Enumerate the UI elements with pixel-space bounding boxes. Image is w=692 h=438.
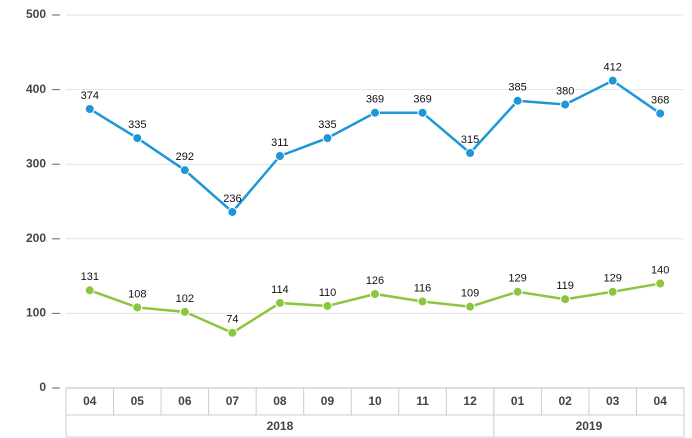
x-tick-label: 10 <box>368 394 382 408</box>
data-label: 102 <box>176 293 194 305</box>
data-label: 108 <box>128 288 146 300</box>
data-point <box>179 306 190 317</box>
data-point <box>322 133 333 144</box>
data-point <box>274 150 285 161</box>
data-label: 315 <box>461 134 479 146</box>
x-tick-label: 03 <box>606 394 620 408</box>
data-point <box>370 289 380 300</box>
group-label: 2018 <box>267 419 294 433</box>
data-point <box>607 286 618 297</box>
data-label: 74 <box>226 314 238 326</box>
y-tick-label: 400 <box>26 82 46 96</box>
x-tick-label: 09 <box>321 394 335 408</box>
data-point <box>132 133 143 144</box>
data-point <box>132 302 143 313</box>
x-tick-label: 05 <box>131 394 145 408</box>
data-point <box>512 286 523 297</box>
x-tick-label: 02 <box>558 394 572 408</box>
data-point <box>227 327 238 338</box>
data-point <box>417 296 428 307</box>
data-label: 114 <box>271 284 289 296</box>
data-point <box>84 103 95 114</box>
data-label: 126 <box>366 275 384 287</box>
data-label: 412 <box>604 62 622 74</box>
data-point <box>512 95 523 106</box>
y-tick-label: 300 <box>26 156 46 170</box>
y-tick-label: 100 <box>26 306 46 320</box>
group-label: 2019 <box>576 419 603 433</box>
y-tick-label: 0 <box>39 380 46 394</box>
data-label: 385 <box>508 82 526 94</box>
data-label: 129 <box>604 273 622 285</box>
data-point <box>370 107 380 118</box>
data-label: 311 <box>271 137 289 149</box>
data-label: 335 <box>318 119 336 131</box>
x-tick-label: 01 <box>511 394 525 408</box>
data-point <box>179 165 190 176</box>
x-tick-label: 12 <box>463 394 477 408</box>
data-label: 369 <box>413 94 431 106</box>
data-label: 109 <box>461 288 479 300</box>
data-point <box>607 75 618 86</box>
data-point <box>560 294 571 305</box>
x-tick-label: 06 <box>178 394 192 408</box>
data-point <box>274 297 285 308</box>
data-point <box>322 300 333 311</box>
data-label: 380 <box>556 85 574 97</box>
data-label: 119 <box>556 280 574 292</box>
data-point <box>655 108 666 119</box>
data-label: 116 <box>414 282 432 294</box>
data-point <box>465 148 476 159</box>
data-label: 335 <box>128 119 146 131</box>
x-tick-label: 11 <box>416 394 429 408</box>
data-point <box>84 285 95 296</box>
x-tick-label: 04 <box>654 394 668 408</box>
x-tick-label: 08 <box>273 394 287 408</box>
data-label: 369 <box>366 94 384 106</box>
data-point <box>227 206 238 217</box>
data-label: 110 <box>319 287 337 299</box>
data-point <box>465 301 476 312</box>
data-label: 292 <box>176 151 194 163</box>
data-label: 129 <box>508 273 526 285</box>
x-tick-label: 07 <box>226 394 240 408</box>
data-label: 368 <box>651 94 669 106</box>
y-tick-label: 500 <box>26 7 46 21</box>
data-label: 140 <box>651 264 669 276</box>
data-point <box>655 278 666 289</box>
data-label: 131 <box>81 271 99 283</box>
x-tick-label: 04 <box>83 394 97 408</box>
y-tick-label: 200 <box>26 231 46 245</box>
data-label: 374 <box>81 90 99 102</box>
data-point <box>417 107 428 118</box>
data-label: 236 <box>223 193 241 205</box>
data-point <box>560 99 571 110</box>
